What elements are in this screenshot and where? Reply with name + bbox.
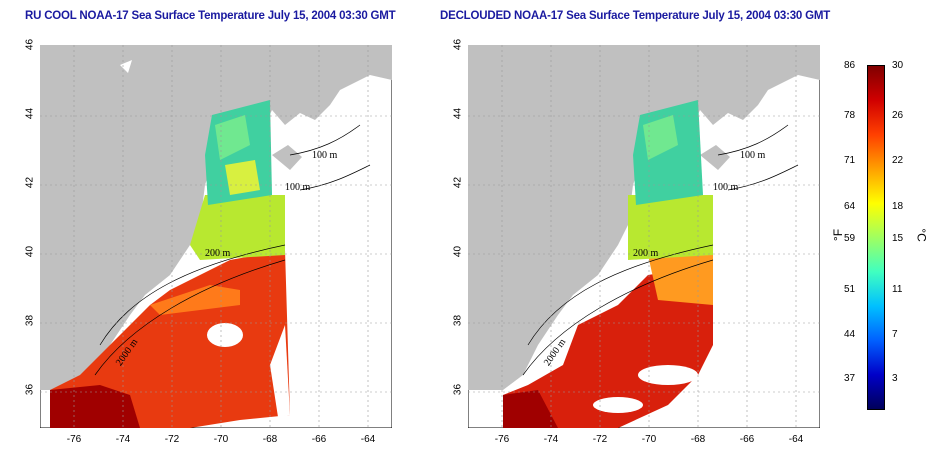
fahrenheit-tick-label: 86 [844,60,856,71]
celsius-tick-label: 15 [892,233,904,244]
longitude-tick-label: -72 [592,434,608,445]
sst-mid-region [190,195,285,260]
longitude-tick-label: -74 [115,434,131,445]
contour-label-100m-right-2: 100 m [713,182,739,193]
right-map-title: DECLOUDED NOAA-17 Sea Surface Temperatur… [440,10,831,22]
latitude-tick-label: 46 [452,38,464,51]
latitude-tick-label: 42 [452,176,464,189]
celsius-tick-label: 11 [892,284,903,295]
latitude-tick-label: 36 [452,383,464,396]
celsius-tick-label: 3 [892,373,898,384]
latitude-tick-label: 44 [24,107,36,120]
longitude-tick-label: -70 [213,434,229,445]
longitude-tick-label: -68 [262,434,278,445]
fahrenheit-tick-label: 37 [844,373,856,384]
celsius-tick-label: 22 [892,155,904,166]
celsius-tick-label: 26 [892,110,904,121]
latitude-tick-label: 40 [452,245,464,258]
sst-warm-region [503,265,713,428]
ru-cool-sst-map [40,45,392,428]
land-mass [468,45,820,390]
fahrenheit-tick-label: 64 [844,201,856,212]
bathymetry-contour [94,124,371,376]
longitude-tick-label: -68 [690,434,706,445]
latitude-tick-label: 38 [24,314,36,327]
celsius-tick-label: 30 [892,60,904,71]
contour-label-200m: 200 m [205,248,231,259]
longitude-tick-label: -64 [360,434,376,445]
longitude-tick-label: -76 [66,434,82,445]
bathymetry-contour [522,124,799,376]
longitude-tick-label: -66 [739,434,755,445]
fahrenheit-tick-label: 59 [844,233,856,244]
contour-label-200m-right: 200 m [633,248,659,259]
celsius-tick-label: 18 [892,201,904,212]
contour-label-100m: 100 m [312,150,338,161]
latitude-tick-label: 40 [24,245,36,258]
longitude-tick-label: -72 [164,434,180,445]
celsius-tick-label: 7 [892,329,898,340]
latitude-tick-label: 42 [24,176,36,189]
longitude-tick-label: -76 [494,434,510,445]
fahrenheit-tick-label: 71 [844,155,856,166]
longitude-tick-label: -64 [788,434,804,445]
longitude-tick-label: -66 [311,434,327,445]
left-map-title: RU COOL NOAA-17 Sea Surface Temperature … [25,10,396,22]
longitude-tick-label: -70 [641,434,657,445]
fahrenheit-tick-label: 51 [844,284,856,295]
latitude-tick-label: 38 [452,314,464,327]
temperature-colorbar [867,65,885,410]
fahrenheit-tick-label: 78 [844,110,856,121]
latitude-tick-label: 36 [24,383,36,396]
fahrenheit-unit: °F [831,228,846,242]
contour-label-100m-2: 100 m [285,182,311,193]
latitude-tick-label: 46 [24,38,36,51]
latitude-tick-label: 44 [452,107,464,120]
declouded-sst-map [468,45,820,428]
land-mass [40,45,392,390]
fahrenheit-tick-label: 44 [844,329,856,340]
celsius-unit: °C [914,228,929,242]
longitude-tick-label: -74 [543,434,559,445]
contour-label-100m-right: 100 m [740,150,766,161]
